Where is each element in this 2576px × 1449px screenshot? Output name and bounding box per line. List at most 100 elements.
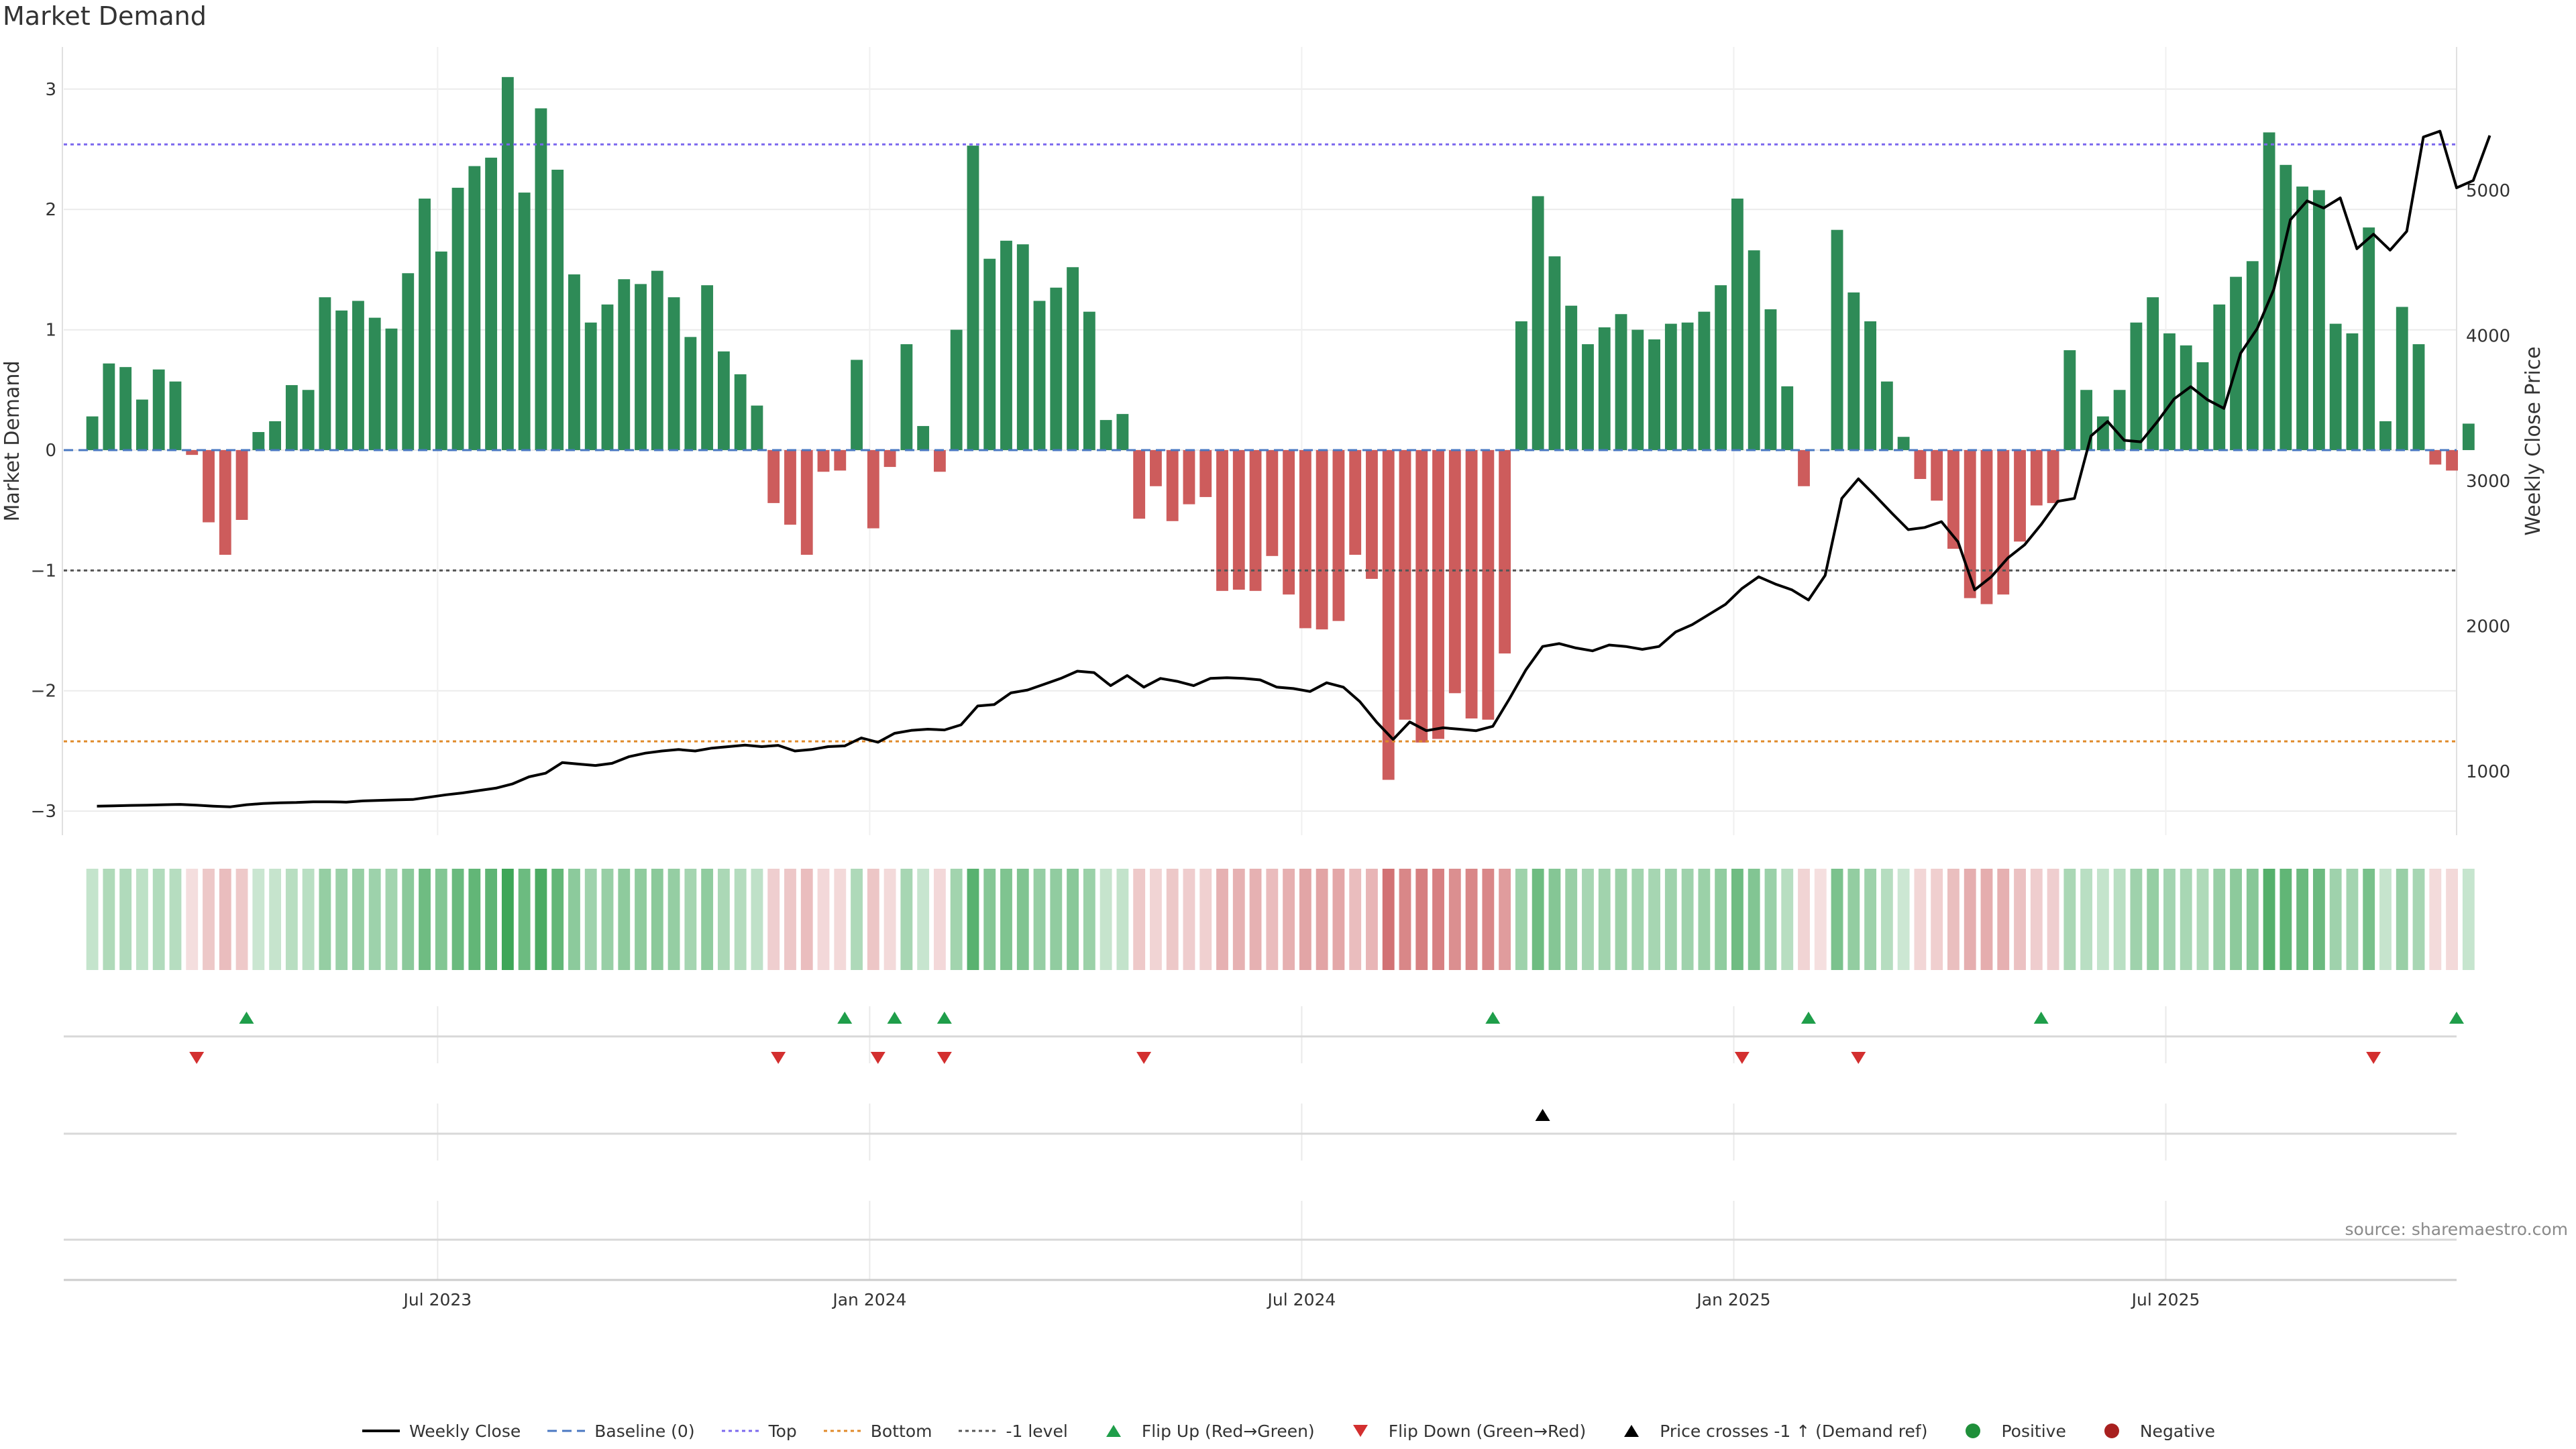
heat-strip-cell: [2130, 869, 2143, 970]
heat-strip-cell: [1232, 869, 1245, 970]
heat-strip-cell: [385, 869, 398, 970]
demand-bar: [269, 421, 282, 450]
axes: [62, 47, 2457, 1281]
heat-strip-cell: [1548, 869, 1561, 970]
heat-strip-cell: [1532, 869, 1544, 970]
demand-bar: [2346, 333, 2359, 450]
heat-strip-cell: [1897, 869, 1910, 970]
demand-bar: [451, 187, 464, 450]
demand-bar: [335, 310, 348, 450]
demand-bar: [1582, 344, 1594, 450]
heat-strip-cell: [950, 869, 963, 970]
baseline-legend-swatch: [547, 1430, 586, 1432]
heat-strip-cell: [1067, 869, 1079, 970]
heat-strip-cell: [435, 869, 447, 970]
demand-bar: [1931, 449, 1943, 501]
y2-tick-label: 3000: [2466, 472, 2510, 492]
heat-strip-cell: [784, 869, 796, 970]
demand-bar: [1465, 449, 1478, 718]
demand-bar: [1199, 449, 1212, 497]
heat-strip-cell: [851, 869, 863, 970]
heat-strip-cell: [2296, 869, 2309, 970]
y-tick-label: 0: [45, 441, 56, 461]
heat-strip-cell: [252, 869, 265, 970]
heat-strip-cell: [269, 869, 282, 970]
demand-bar: [219, 449, 231, 555]
flip-up-marker: [887, 1012, 902, 1024]
demand-bar: [1615, 314, 1627, 450]
demand-bar: [1000, 240, 1012, 450]
demand-bar: [2363, 227, 2375, 450]
legend-label: Flip Down (Green→Red): [1388, 1421, 1587, 1441]
heat-strip-cell: [667, 869, 680, 970]
heat-strip-cell: [2462, 869, 2475, 970]
heat-strip-cell: [501, 869, 514, 970]
demand-bar: [1947, 449, 1960, 549]
demand-bar: [2462, 423, 2475, 450]
heat-strip-cell: [568, 869, 580, 970]
demand-bar: [1781, 386, 1794, 450]
x-tick-label: Jul 2025: [2131, 1290, 2200, 1309]
demand-bar: [1798, 449, 1810, 486]
heat-strip-cell: [1499, 869, 1511, 970]
reference-lines: [64, 143, 2457, 743]
heat-strip-cell: [1814, 869, 1827, 970]
legend-item-positive: Positive: [1953, 1421, 2066, 1441]
demand-bar: [186, 449, 199, 455]
legend-item-minus1: -1 level: [957, 1421, 1068, 1441]
demand-bar: [2147, 297, 2159, 450]
demand-bar: [734, 374, 747, 450]
heat-strip-cell: [1698, 869, 1711, 970]
demand-bar: [2014, 449, 2026, 542]
demand-bar: [601, 304, 614, 450]
heat-strip-cell: [1099, 869, 1112, 970]
demand-bar: [385, 328, 398, 450]
demand-bar: [435, 251, 447, 450]
weekly-close-line: [97, 129, 2491, 808]
y-axis-label: Market Demand: [1, 361, 24, 522]
heat-strip-cell: [1349, 869, 1362, 970]
demand-bar: [1831, 229, 1843, 450]
demand-bar: [834, 449, 847, 471]
demand-bar: [667, 297, 680, 450]
heat-strip-cell: [319, 869, 331, 970]
legend-item-negative: Negative: [2092, 1421, 2215, 1441]
demand-bar: [2130, 322, 2143, 450]
demand-bar: [950, 329, 963, 450]
heat-strip-cell: [618, 869, 631, 970]
flip-up-marker: [936, 1012, 952, 1024]
heat-strip-cell: [2412, 869, 2425, 970]
heat-strip-cell: [1199, 869, 1212, 970]
demand-bar: [851, 360, 863, 450]
heat-strip-cell: [1366, 869, 1378, 970]
demand-bar: [203, 449, 215, 523]
y-tick-label: −1: [31, 561, 56, 581]
heat-strip-cell: [86, 869, 99, 970]
x-tick-label: Jan 2024: [831, 1290, 906, 1309]
heat-strip-cell: [867, 869, 879, 970]
demand-bar: [352, 301, 364, 450]
demand-bar: [1681, 322, 1694, 450]
heat-strip-cell: [1016, 869, 1029, 970]
x-tick-label: Jan 2025: [1695, 1290, 1770, 1309]
legend-item-top: Top: [720, 1421, 797, 1441]
demand-bar: [2396, 307, 2408, 450]
demand-bar: [1067, 267, 1079, 450]
heat-strip-cell: [1764, 869, 1777, 970]
heat-strip-cell: [2030, 869, 2043, 970]
demand-bar: [1432, 449, 1444, 739]
heat-strip-cell: [2180, 869, 2192, 970]
heat-strip-cell: [1798, 869, 1810, 970]
demand-bar: [152, 369, 165, 450]
demand-bar: [751, 405, 763, 450]
legend-item-price-cross: Price crosses -1 ↑ (Demand ref): [1611, 1421, 1927, 1441]
demand-bar: [2412, 344, 2425, 450]
heat-strip-cell: [2163, 869, 2176, 970]
demand-bar: [568, 274, 580, 450]
heat-strip-cell: [684, 869, 697, 970]
y2-tick-label: 1000: [2466, 762, 2510, 782]
demand-bar: [1415, 449, 1428, 743]
price-cross-marker: [1535, 1109, 1550, 1121]
flip-down-marker: [936, 1052, 952, 1064]
legend-item-bottom: Bottom: [822, 1421, 932, 1441]
